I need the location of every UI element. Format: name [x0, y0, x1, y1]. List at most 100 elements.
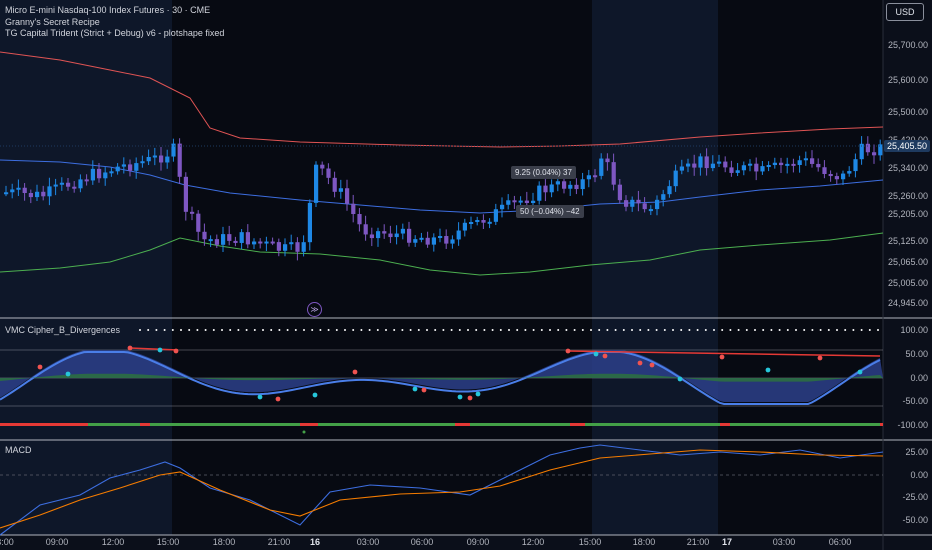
candle-body [865, 143, 870, 153]
top-dot [376, 329, 379, 331]
top-dot [417, 329, 420, 331]
macd-legend[interactable]: MACD [5, 445, 32, 455]
time-axis-label: 12:00 [101, 537, 125, 547]
top-dot [286, 329, 289, 331]
candle-body [128, 164, 133, 171]
candle-body [233, 240, 238, 243]
candle-body [357, 214, 362, 225]
upper-band [0, 51, 884, 148]
top-dot [204, 329, 207, 331]
time-axis-label: 3:00 [0, 537, 14, 547]
candle-body [574, 184, 579, 190]
top-dot [163, 329, 166, 331]
candle-body [611, 162, 616, 185]
session-band [718, 0, 883, 535]
trend-bar-green [585, 423, 720, 426]
signal-dot [275, 396, 281, 402]
time-axis-label: 16 [309, 537, 321, 547]
top-dot [303, 329, 305, 331]
top-dot [237, 329, 240, 331]
candle-body [803, 158, 808, 161]
measure-upper: 9.25 (0.04%) 37 [511, 166, 576, 179]
vmc-money-flow [0, 373, 883, 382]
candle-body [431, 237, 436, 245]
candle-body [239, 232, 244, 243]
candle-body [462, 222, 467, 231]
candle-body [59, 182, 64, 185]
top-dot [212, 329, 215, 331]
candle-body [841, 173, 846, 180]
signal-dot [677, 376, 683, 382]
indicator-legend-2[interactable]: TG Capital Trident (Strict + Debug) v6 -… [5, 28, 225, 38]
price-axis-label: 25,500.00 [887, 107, 928, 117]
candle-body [599, 158, 604, 176]
top-dot [253, 329, 256, 331]
candle-body [171, 143, 176, 157]
top-dot [524, 329, 527, 331]
candle-body [41, 191, 46, 197]
candle-body [512, 200, 517, 203]
candle-body [797, 160, 802, 165]
candle-body [438, 236, 443, 239]
candle-body [785, 163, 790, 166]
candle-body [580, 179, 585, 190]
top-dot [844, 329, 847, 331]
signal-line [0, 449, 884, 529]
candle-body [190, 211, 195, 214]
top-dot [819, 329, 822, 331]
candle-body [673, 170, 678, 187]
candle-body [140, 161, 145, 164]
candle-body [723, 161, 728, 168]
vmc-axis-label: 50.00 [905, 349, 928, 359]
candle-body [159, 155, 164, 163]
candle-body [444, 236, 449, 244]
candle-body [121, 164, 126, 167]
candle-body [283, 244, 288, 251]
top-dot [729, 329, 732, 331]
vmc-axis-label: -50.00 [902, 396, 928, 406]
vmc-legend[interactable]: VMC Cipher_B_Divergences [5, 325, 121, 335]
top-dot [180, 329, 182, 331]
indicator-legend-1[interactable]: Granny's Secret Recipe [5, 17, 100, 27]
candle-body [642, 203, 647, 210]
top-dot [762, 329, 765, 331]
measure-lower: 50 (−0.04%) −42 [516, 205, 584, 218]
top-dot [647, 329, 650, 331]
candle-body [413, 239, 418, 243]
candle-body [506, 200, 511, 205]
top-dot [655, 329, 658, 331]
candle-body [605, 158, 610, 163]
lower-band [0, 232, 884, 276]
vmc-axis-label: -100.00 [897, 420, 928, 430]
top-dot [639, 329, 642, 331]
price-axis-label: 25,260.00 [887, 191, 928, 201]
price-axis-label: 25,125.00 [887, 236, 928, 246]
candle-body [152, 155, 157, 158]
signal-dot [457, 394, 463, 400]
vmc-axis-label: 100.00 [900, 325, 928, 335]
candle-body [450, 239, 455, 244]
candle-body [10, 189, 15, 193]
currency-button[interactable]: USD [886, 3, 924, 21]
candle-body [270, 241, 275, 244]
signal-dot [421, 387, 427, 393]
candle-body [345, 188, 350, 204]
price-axis-label: 25,600.00 [887, 75, 928, 85]
macd-line [0, 444, 884, 536]
replay-icon[interactable]: ≫ [307, 302, 322, 317]
trend-bar-green [88, 423, 140, 426]
candle-body [376, 231, 381, 239]
current-price-tag: 25,405.50 [883, 140, 930, 152]
candle-body [90, 168, 95, 181]
candle-body [636, 199, 641, 204]
candle-body [487, 221, 492, 224]
top-dot [458, 329, 461, 331]
trend-bar-green [150, 423, 300, 426]
candle-body [686, 163, 691, 167]
candle-body [493, 209, 498, 222]
top-dot [319, 329, 322, 331]
signal-dot [637, 360, 643, 366]
time-axis-label: 15:00 [578, 537, 602, 547]
candle-body [475, 220, 480, 223]
